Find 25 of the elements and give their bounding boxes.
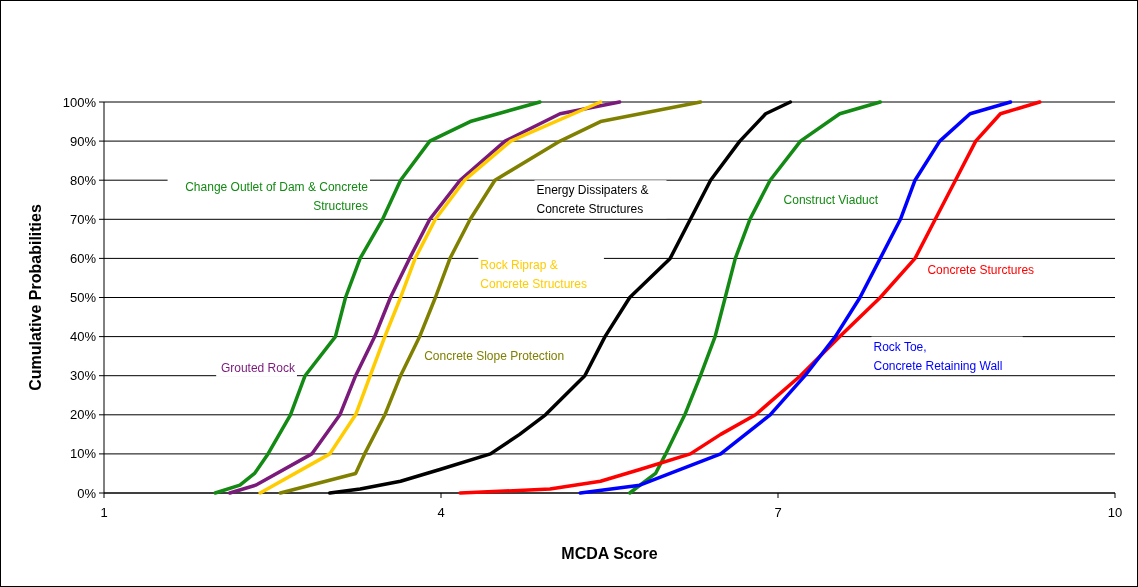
y-tick-label: 20% [69,407,97,423]
text: Rock Riprap & Concrete Structures [480,257,588,291]
y-axis-title: Cumulative Probabilities [27,204,44,391]
text: Grouted Rock [220,361,296,376]
x-tick-label: 4 [437,505,445,520]
x-tick-label: 7 [774,505,782,520]
series-label: Concrete Slope Protection [424,349,565,364]
y-tick-label: 50% [69,290,97,306]
y-tick-label: 80% [69,172,97,188]
y-tick-label: 0% [77,485,97,501]
x-tick-label: 10 [1107,505,1123,520]
text: Energy Dissipaters & Concrete Structures [536,183,649,217]
y-tick-label: 100% [62,94,97,110]
text: Rock Toe, Concrete Retaining Wall [873,339,1003,373]
y-tick-label: 10% [69,446,97,462]
series-label: Change Outlet of Dam & Concrete Structures [185,179,369,213]
y-tick-label: 90% [69,133,97,149]
y-tick-label: 40% [69,329,97,345]
series-label: Concrete Sturctures [927,263,1035,278]
series-label: Construct Viaduct [783,192,879,207]
y-tick-label: 60% [69,250,97,266]
y-tick-label: 30% [69,368,97,384]
y-tick-label: 70% [69,211,97,227]
x-tick-label: 1 [100,505,108,520]
x-axis-title: MCDA Score [561,545,658,562]
